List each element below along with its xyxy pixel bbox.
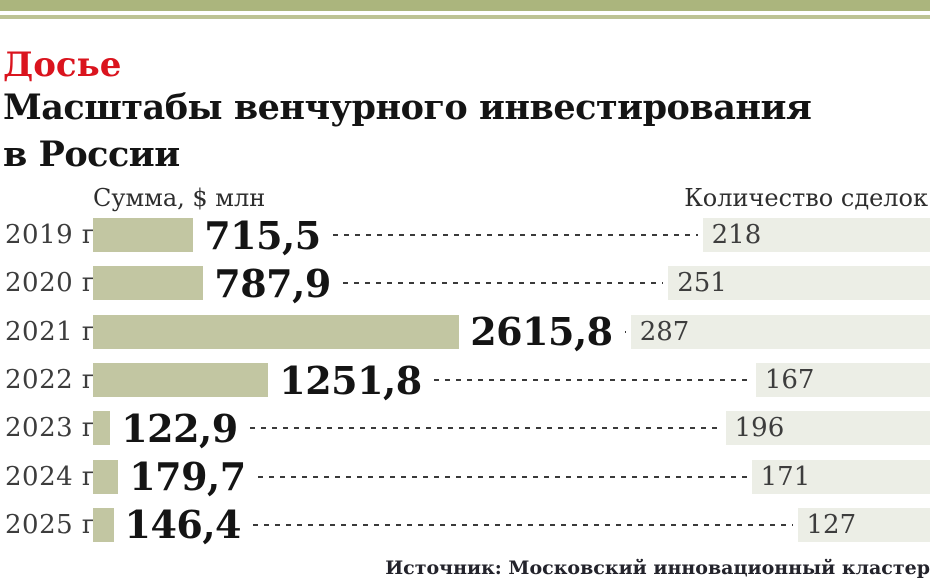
sum-bar (93, 363, 269, 398)
sum-value-label: 146,4 (124, 502, 242, 548)
count-bar: 167 (755, 363, 930, 398)
chart-row: 2022 г. 1251,8 167 (0, 356, 930, 404)
chart-rows: 2019 г. 715,5 218 2020 г. 787,9 251 2021 г. 261… (0, 211, 930, 549)
title-line-1: Масштабы венчурного инвестирования (3, 87, 812, 128)
count-value-label: 171 (760, 461, 811, 492)
year-label: 2020 г. (5, 268, 105, 299)
leader-line (342, 282, 664, 285)
count-value-label: 127 (806, 509, 857, 540)
chart-row: 2019 г. 715,5 218 (0, 211, 930, 259)
sum-bar (93, 459, 119, 494)
year-label: 2022 г. (5, 365, 105, 396)
column-header-sum: Сумма, $ млн (93, 184, 266, 212)
top-accent-band (0, 0, 930, 11)
year-label: 2021 г. (5, 316, 105, 347)
source-note: Источник: Московский инновационный класт… (385, 557, 930, 579)
sum-bar (93, 218, 194, 253)
count-value-label: 196 (734, 413, 785, 444)
sum-value-label: 2615,8 (470, 309, 613, 355)
count-bar: 127 (797, 507, 930, 542)
top-accent-stripe (0, 15, 930, 19)
sum-value-label: 1251,8 (279, 357, 422, 403)
page-title: Масштабы венчурного инвестирования в Росс… (3, 85, 812, 178)
kicker: Досье (3, 45, 122, 85)
chart-row: 2023 г. 122,9 196 (0, 404, 930, 452)
sum-bar (93, 507, 114, 542)
sum-bar (93, 314, 460, 349)
title-line-2: в России (3, 133, 180, 175)
count-bar: 196 (725, 411, 930, 446)
sum-value-label: 179,7 (129, 454, 246, 500)
year-label: 2025 г. (5, 509, 105, 540)
sum-value-label: 787,9 (214, 260, 331, 306)
sum-value-label: 715,5 (204, 212, 321, 258)
year-label: 2024 г. (5, 461, 105, 492)
column-header-count: Количество сделок (684, 184, 928, 212)
count-bar: 218 (702, 218, 930, 253)
leader-line (433, 379, 751, 382)
year-label: 2023 г. (5, 413, 105, 444)
sum-bar (93, 266, 204, 301)
count-bar: 287 (630, 314, 930, 349)
count-value-label: 287 (639, 316, 690, 347)
chart-row: 2024 г. 179,7 171 (0, 452, 930, 500)
chart-row: 2025 г. 146,4 127 (0, 501, 930, 549)
column-headers: Сумма, $ млн Количество сделок (0, 184, 930, 212)
leader-line (253, 523, 793, 526)
sum-bar (93, 411, 111, 446)
leader-line (257, 475, 747, 478)
count-value-label: 218 (711, 220, 762, 251)
chart-row: 2020 г. 787,9 251 (0, 259, 930, 307)
leader-line (624, 330, 626, 333)
count-value-label: 251 (677, 268, 727, 299)
year-label: 2019 г. (5, 220, 105, 251)
count-value-label: 167 (764, 365, 815, 396)
count-bar: 251 (668, 266, 930, 301)
leader-line (332, 234, 698, 237)
chart-row: 2021 г. 2615,8 287 (0, 308, 930, 356)
leader-line (249, 427, 721, 430)
count-bar: 171 (751, 459, 930, 494)
sum-value-label: 122,9 (121, 405, 238, 451)
